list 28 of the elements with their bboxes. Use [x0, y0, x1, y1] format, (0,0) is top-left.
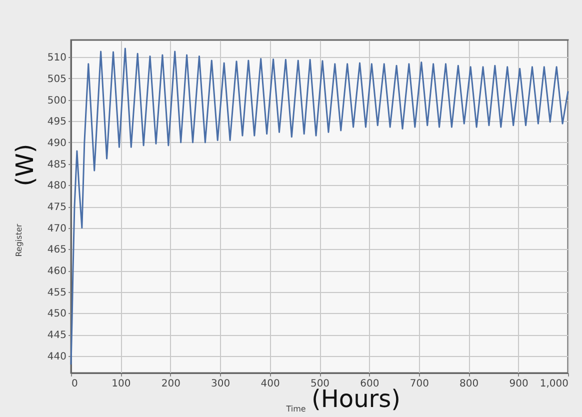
x-tick-label: 200: [161, 378, 180, 390]
x-axis-title: Time: [285, 404, 306, 414]
y-tick-label: 475: [47, 202, 66, 213]
y-tick-label: 445: [47, 330, 66, 342]
y-tick-label: 465: [47, 244, 66, 256]
y-axis-title: Register: [14, 223, 24, 257]
y-tick-label: 485: [47, 159, 66, 170]
text: (W): [11, 144, 39, 186]
y-tick-label: 505: [47, 74, 66, 85]
x-tick-label: 1,000: [540, 378, 568, 390]
x-tick-label: 700: [410, 378, 429, 390]
x-tick-label: 300: [211, 378, 230, 390]
x-tick-label: 0: [72, 378, 78, 390]
x-tick-label: 100: [112, 378, 131, 390]
y-tick-label: 455: [47, 287, 66, 298]
y-tick-label: 450: [47, 308, 66, 320]
y-tick-label: 490: [47, 138, 66, 149]
y-tick-label: 460: [47, 266, 66, 278]
y-tick-label: 440: [47, 351, 66, 362]
x-tick-label: 800: [460, 378, 479, 390]
x-tick-label: 400: [260, 378, 280, 390]
y-tick-label: 470: [47, 223, 66, 234]
line-series: [70, 48, 569, 366]
y-tick-label: 500: [47, 95, 66, 106]
y-tick-label: 495: [47, 116, 66, 128]
y-tick-label: 510: [47, 52, 66, 64]
y-tick-label: 480: [47, 180, 66, 192]
x-tick-label: 900: [509, 378, 528, 390]
